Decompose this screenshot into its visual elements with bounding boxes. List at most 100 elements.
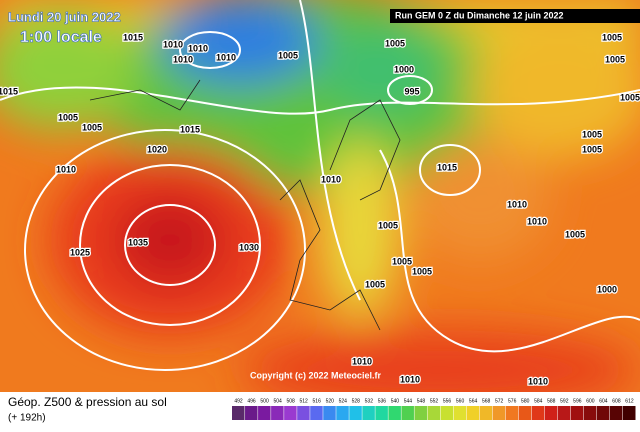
scale-swatch: [466, 406, 480, 420]
isobar-label: 1035: [128, 237, 148, 247]
scale-label: 532: [365, 398, 374, 404]
isobar-label: 1000: [394, 64, 414, 74]
scale-label: 556: [443, 398, 452, 404]
isobar-label: 1005: [602, 32, 622, 42]
scale-label: 584: [534, 398, 543, 404]
isobar-label: 1015: [437, 162, 457, 172]
scale-label: 588: [547, 398, 556, 404]
scale-label: 600: [586, 398, 595, 404]
forecast-time: 1:00 locale: [20, 29, 102, 46]
scale-swatch: [245, 406, 258, 420]
isobar-label: 1010: [188, 43, 208, 53]
isobar-label: 1005: [412, 266, 432, 276]
scale-label: 604: [599, 398, 608, 404]
map-field: [0, 0, 640, 410]
isobar-label: 1010: [507, 199, 527, 209]
scale-label: 544: [404, 398, 413, 404]
scale-swatch: [310, 406, 323, 420]
isobar-label: 1005: [58, 112, 78, 122]
scale-label: 504: [273, 398, 282, 404]
scale-swatch: [479, 406, 493, 420]
scale-swatch: [271, 406, 284, 420]
scale-label: 572: [495, 398, 504, 404]
scale-swatch: [583, 406, 597, 420]
scale-label: 492: [234, 398, 243, 404]
scale-swatch: [414, 406, 427, 420]
scale-label: 592: [560, 398, 569, 404]
scale-swatch: [440, 406, 454, 420]
isobar-label: 1005: [620, 92, 640, 102]
isobar-label: 1015: [0, 86, 18, 96]
isobar-label: 1015: [180, 124, 200, 134]
run-info: Run GEM 0 Z du Dimanche 12 juin 2022: [395, 10, 564, 20]
isobar-label: 1010: [163, 39, 183, 49]
scale-label: 580: [521, 398, 530, 404]
scale-label: 512: [300, 398, 309, 404]
isobar-label: 1010: [173, 54, 193, 64]
isobar-label: 1020: [147, 144, 167, 154]
scale-swatch: [427, 406, 441, 420]
isobar-label: 1005: [378, 220, 398, 230]
scale-label: 568: [482, 398, 491, 404]
scale-swatch: [544, 406, 558, 420]
scale-label: 540: [391, 398, 400, 404]
scale-label: 500: [260, 398, 269, 404]
scale-swatch: [570, 406, 584, 420]
colorbar: 492 496 500 504 508 512 516 520 524 528 532 536 540 5…: [232, 398, 636, 420]
isobar-label: 1000: [597, 284, 617, 294]
scale-swatch: [297, 406, 310, 420]
scale-label: 528: [352, 398, 361, 404]
isobar-label: 1010: [352, 356, 372, 366]
scale-label: 596: [573, 398, 582, 404]
scale-label: 564: [469, 398, 478, 404]
isobar-label: 1010: [321, 174, 341, 184]
scale-swatch: [375, 406, 388, 420]
isobar-label: 995: [404, 86, 419, 96]
scale-label: 496: [247, 398, 256, 404]
isobar-label: 1025: [70, 247, 90, 257]
isobar-label: 1015: [123, 32, 143, 42]
scale-swatch: [622, 406, 636, 420]
isobar-label: 1010: [56, 164, 76, 174]
scale-swatch: [518, 406, 532, 420]
isobar-label: 1010: [216, 52, 236, 62]
scale-label: 576: [508, 398, 517, 404]
scale-swatch: [401, 406, 414, 420]
scale-label: 508: [286, 398, 295, 404]
isobar-label: 1005: [605, 54, 625, 64]
scale-label: 516: [313, 398, 322, 404]
scale-swatch: [323, 406, 336, 420]
scale-swatch: [232, 406, 245, 420]
isobar-label: 1010: [528, 376, 548, 386]
scale-swatch: [258, 406, 271, 420]
scale-swatch: [336, 406, 349, 420]
isobar-label: 1005: [82, 122, 102, 132]
isobar-label: 1010: [527, 216, 547, 226]
scale-swatch: [609, 406, 623, 420]
scale-swatch: [557, 406, 571, 420]
isobar-label: 1030: [239, 242, 259, 252]
scale-swatch: [349, 406, 362, 420]
legend-title: Géop. Z500 & pression au sol: [8, 395, 167, 409]
scale-label: 536: [378, 398, 387, 404]
scale-swatch: [284, 406, 297, 420]
scale-swatch: [531, 406, 545, 420]
isobar-label: 1005: [392, 256, 412, 266]
scale-label: 612: [625, 398, 634, 404]
scale-swatch: [505, 406, 519, 420]
isobar-label: 1005: [385, 38, 405, 48]
isobar-label: 1005: [582, 144, 602, 154]
scale-swatch: [453, 406, 467, 420]
scale-label: 548: [417, 398, 426, 404]
scale-swatch: [492, 406, 506, 420]
scale-swatch: [362, 406, 375, 420]
isobar-label: 1005: [365, 279, 385, 289]
scale-label: 524: [339, 398, 348, 404]
run-banner: [390, 9, 640, 23]
scale-label: 520: [326, 398, 335, 404]
isobar-label: 1005: [565, 229, 585, 239]
isobar-label: 1005: [582, 129, 602, 139]
scale-swatch: [596, 406, 610, 420]
